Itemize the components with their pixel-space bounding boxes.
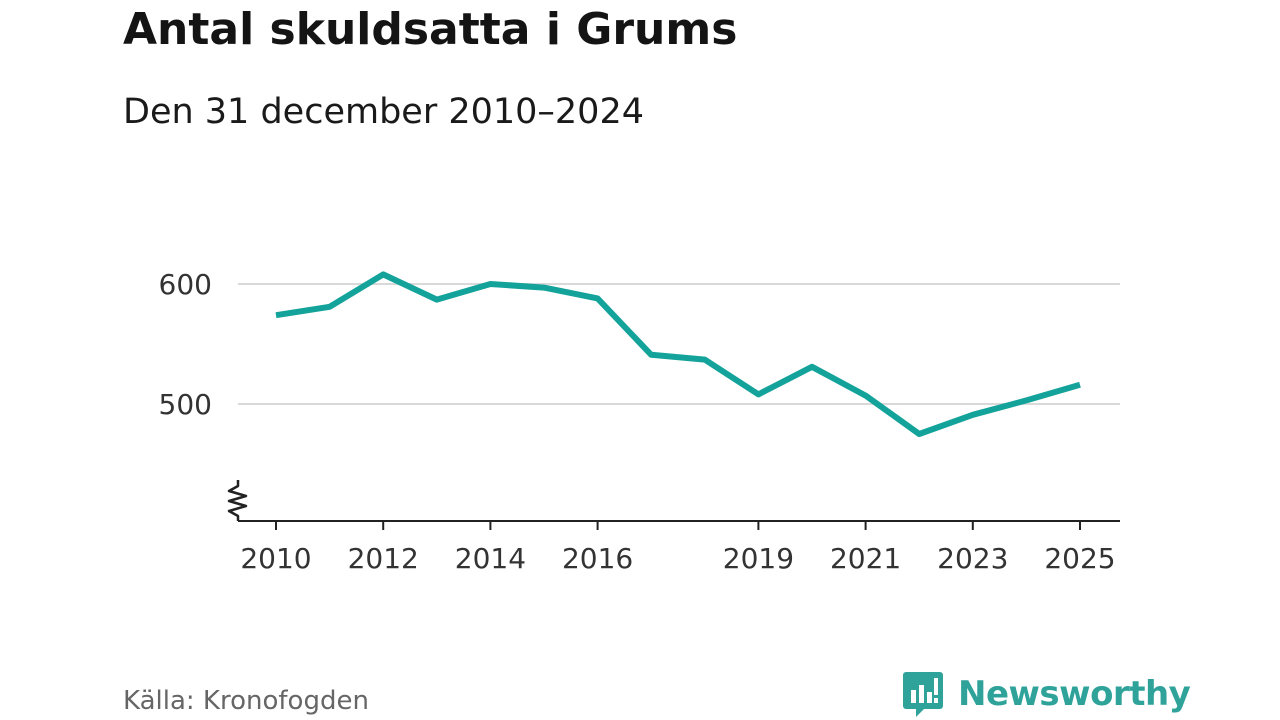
series-line	[275, 271, 1081, 437]
tick-labels: 500 600 2010 2012 2014 2016 2019 2021 2023 2025	[159, 268, 1116, 575]
chart-title: Antal skuldsatta i Grums	[123, 4, 738, 55]
x-tick-label: 2014	[455, 542, 526, 575]
newsworthy-logo[interactable]: Newsworthy	[902, 670, 1191, 718]
x-tick-label: 2016	[562, 542, 633, 575]
y-tick-label: 600	[159, 268, 212, 301]
line-chart: 500 600 2010 2012 2014 2016 2019 2021 2023 2025	[159, 268, 1120, 575]
x-axis	[238, 520, 1120, 530]
x-tick-label: 2025	[1044, 542, 1115, 575]
x-tick-label: 2023	[937, 542, 1008, 575]
x-tick-label: 2012	[348, 542, 419, 575]
brand-name: Newsworthy	[958, 674, 1191, 714]
newsworthy-logo-icon	[903, 672, 943, 717]
x-tick-label: 2019	[723, 542, 794, 575]
x-tick-label: 2010	[240, 542, 311, 575]
x-tick-label: 2021	[830, 542, 901, 575]
grid-lines	[238, 283, 1120, 405]
axis-break-icon	[227, 480, 248, 521]
y-tick-label: 500	[159, 388, 212, 421]
source-note: Källa: Kronofogden	[123, 686, 369, 716]
chart-subtitle: Den 31 december 2010–2024	[123, 92, 644, 132]
series	[275, 271, 1081, 437]
